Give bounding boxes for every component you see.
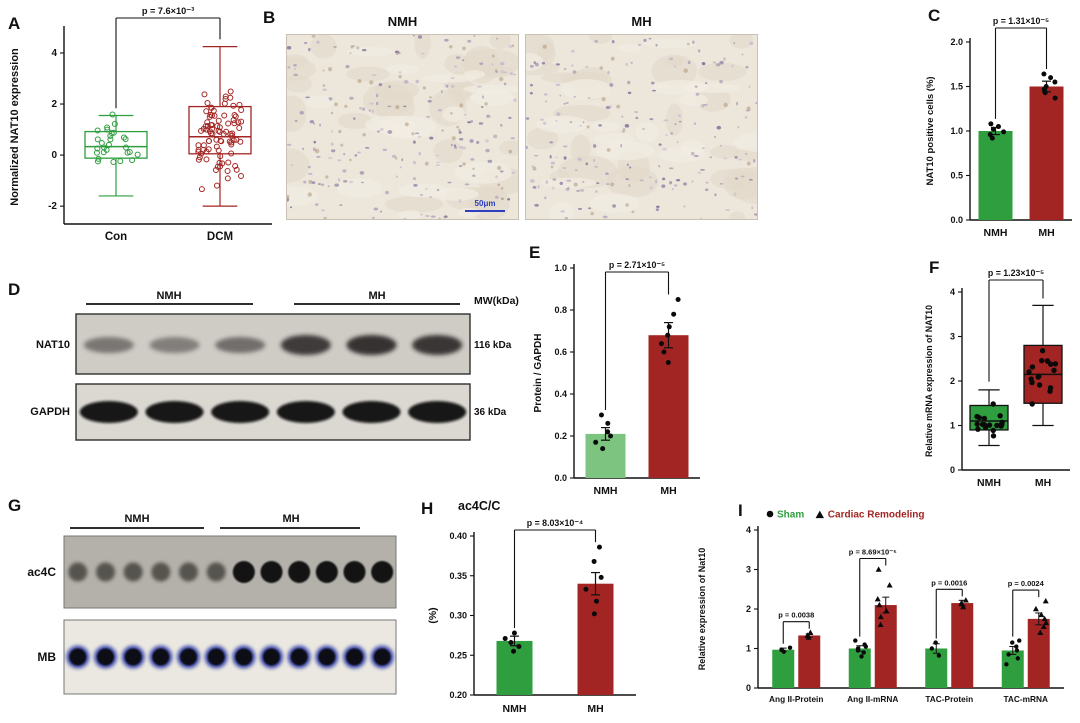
svg-text:Sham: Sham (777, 510, 804, 521)
svg-text:MH: MH (660, 485, 676, 497)
svg-text:4: 4 (950, 287, 955, 297)
svg-text:MH: MH (282, 513, 299, 525)
svg-text:0.5: 0.5 (950, 171, 963, 181)
svg-text:NMH: NMH (977, 477, 1001, 489)
svg-text:Ang II-mRNA: Ang II-mRNA (847, 694, 898, 704)
svg-text:Relative mRNA expression of NA: Relative mRNA expression of NAT10 (924, 305, 934, 457)
svg-text:MB: MB (37, 650, 56, 664)
svg-text:0.0: 0.0 (950, 215, 963, 225)
svg-text:p = 1.23×10⁻⁵: p = 1.23×10⁻⁵ (988, 268, 1044, 278)
svg-text:TAC-Protein: TAC-Protein (925, 694, 973, 704)
svg-text:Relative expression of Nat10: Relative expression of Nat10 (697, 548, 707, 671)
svg-text:p = 2.71×10⁻⁵: p = 2.71×10⁻⁵ (609, 260, 665, 270)
panel-label-b: B (263, 8, 276, 27)
svg-text:0.8: 0.8 (554, 305, 567, 315)
svg-text:-2: -2 (48, 201, 57, 212)
svg-text:p = 1.31×10⁻⁵: p = 1.31×10⁻⁵ (993, 16, 1049, 26)
panel-label-g: G (8, 496, 22, 515)
ihc-label-nmh: NMH (387, 14, 418, 29)
svg-text:0.20: 0.20 (449, 690, 467, 700)
svg-text:GAPDH: GAPDH (30, 406, 70, 418)
panel-h-bar-chart: 0.20 0.25 0.30 0.35 0.40 (%) NMH MH p = 8.03×10⁻… (427, 499, 636, 715)
svg-text:0.0: 0.0 (554, 473, 567, 483)
svg-text:Protein / GAPDH: Protein / GAPDH (533, 334, 544, 413)
svg-text:1.0: 1.0 (554, 263, 567, 273)
panel-label-d: D (8, 280, 21, 299)
svg-text:0.30: 0.30 (449, 611, 467, 621)
svg-text:0.25: 0.25 (449, 650, 467, 660)
panel-label-f: F (929, 258, 940, 277)
panel-f-box-plot: 0 1 2 3 4 Relative mRNA expression of NAT10 NM… (924, 268, 1070, 489)
panel-label-h: H (421, 499, 434, 518)
svg-text:DCM: DCM (207, 231, 233, 243)
svg-text:NMH: NMH (124, 513, 149, 525)
ihc-label-mh: MH (631, 14, 652, 29)
panel-c-bar-chart: 0.0 0.5 1.0 1.5 2.0 NAT10 positive cells (%) N… (925, 16, 1072, 239)
svg-text:MH: MH (1038, 227, 1054, 239)
svg-text:3: 3 (746, 565, 751, 575)
svg-text:3: 3 (950, 332, 955, 342)
svg-text:2: 2 (746, 604, 751, 614)
svg-text:0.35: 0.35 (449, 571, 467, 581)
svg-text:NMH: NMH (594, 485, 618, 497)
panel-label-a: A (8, 14, 21, 33)
panel-g-dot-blot: NMH MH ac4C MB (27, 513, 397, 695)
svg-text:NMH: NMH (984, 227, 1008, 239)
panel-e-bar-chart: 0.0 0.2 0.4 0.6 0.8 1.0 Protein / GAPDH NMH MH p … (533, 260, 700, 497)
svg-text:1.0: 1.0 (950, 126, 963, 136)
panel-a-box-plot: -2 0 2 4 Normalized NAT10 expression Con DCM p … (9, 6, 272, 243)
svg-text:NAT10 positive cells (%): NAT10 positive cells (%) (925, 76, 936, 185)
panel-label-i: I (738, 501, 743, 520)
svg-text:0: 0 (950, 465, 955, 475)
svg-text:p = 0.0038: p = 0.0038 (778, 611, 814, 620)
svg-text:Normalized NAT10 expression: Normalized NAT10 expression (9, 48, 21, 206)
panel-label-e: E (529, 243, 541, 262)
panel-i-grouped-bar-chart: 0 1 2 3 4 Relative expression of Nat10 Sham Car… (697, 510, 1064, 704)
svg-text:Ang II-Protein: Ang II-Protein (769, 694, 823, 704)
svg-text:50μm: 50μm (475, 199, 496, 208)
svg-text:4: 4 (51, 48, 57, 59)
svg-text:ac4C/C: ac4C/C (458, 499, 500, 513)
svg-text:0.4: 0.4 (554, 389, 567, 399)
svg-text:0.2: 0.2 (554, 431, 567, 441)
svg-text:MH: MH (587, 703, 603, 715)
svg-text:p = 0.0024: p = 0.0024 (1008, 579, 1045, 588)
ihc-image-mh (525, 34, 758, 220)
ihc-column-nmh: NMH 50μm (286, 14, 519, 220)
svg-text:NAT10: NAT10 (36, 339, 70, 351)
svg-text:36 kDa: 36 kDa (474, 407, 507, 418)
svg-text:MH: MH (368, 290, 385, 302)
svg-text:Cardiac Remodeling: Cardiac Remodeling (828, 510, 925, 521)
svg-text:0: 0 (746, 683, 751, 693)
ihc-column-mh: MH (525, 14, 758, 220)
ihc-image-nmh: 50μm (286, 34, 519, 220)
svg-text:0: 0 (51, 150, 57, 161)
svg-text:p = 0.0016: p = 0.0016 (931, 578, 967, 587)
svg-text:1: 1 (746, 644, 751, 654)
svg-text:0.6: 0.6 (554, 347, 567, 357)
svg-text:0.40: 0.40 (449, 531, 467, 541)
svg-text:2.0: 2.0 (950, 37, 963, 47)
svg-text:MW(kDa): MW(kDa) (474, 295, 519, 307)
svg-text:Con: Con (105, 231, 127, 243)
svg-text:(%): (%) (427, 607, 439, 623)
svg-text:p = 8.03×10⁻⁴: p = 8.03×10⁻⁴ (527, 518, 583, 528)
svg-text:2: 2 (950, 376, 955, 386)
svg-text:NMH: NMH (503, 703, 527, 715)
svg-text:116 kDa: 116 kDa (474, 340, 512, 351)
panel-b-ihc-images: NMH 50μm MH (286, 14, 758, 220)
svg-text:2: 2 (51, 99, 57, 110)
svg-text:1.5: 1.5 (950, 82, 963, 92)
panel-label-c: C (928, 6, 941, 25)
svg-text:NMH: NMH (156, 290, 181, 302)
svg-text:ac4C: ac4C (27, 565, 56, 579)
svg-text:p = 7.6×10⁻³: p = 7.6×10⁻³ (142, 6, 194, 16)
svg-text:p = 8.69×10⁻⁵: p = 8.69×10⁻⁵ (849, 548, 897, 557)
svg-text:MH: MH (1035, 477, 1051, 489)
svg-text:1: 1 (950, 421, 955, 431)
panel-d-western-blot: NMH MH MW(kDa) NAT10 116 kDa GAPDH 36 kDa (30, 290, 519, 441)
svg-text:4: 4 (746, 525, 751, 535)
svg-text:TAC-mRNA: TAC-mRNA (1003, 694, 1048, 704)
